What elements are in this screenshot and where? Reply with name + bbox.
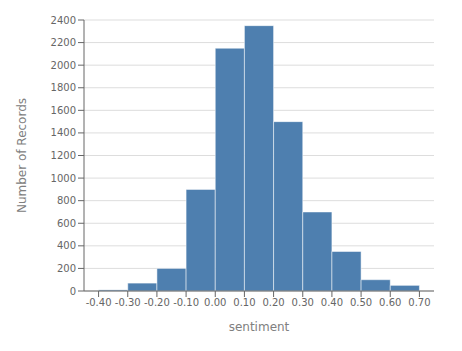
- svg-text:200: 200: [57, 263, 76, 274]
- svg-text:Number of Records: Number of Records: [15, 98, 29, 213]
- svg-text:400: 400: [57, 240, 76, 251]
- svg-text:1200: 1200: [51, 150, 76, 161]
- svg-text:0.70: 0.70: [408, 297, 430, 308]
- svg-text:2000: 2000: [51, 60, 76, 71]
- svg-text:2400: 2400: [51, 15, 76, 26]
- svg-text:sentiment: sentiment: [229, 320, 290, 334]
- svg-text:800: 800: [57, 195, 76, 206]
- svg-text:1000: 1000: [51, 173, 76, 184]
- svg-text:0.20: 0.20: [262, 297, 284, 308]
- svg-text:2200: 2200: [51, 37, 76, 48]
- svg-text:0: 0: [70, 286, 76, 297]
- svg-text:0.60: 0.60: [379, 297, 401, 308]
- svg-text:-0.10: -0.10: [173, 297, 199, 308]
- svg-text:1400: 1400: [51, 127, 76, 138]
- svg-text:0.30: 0.30: [292, 297, 314, 308]
- svg-text:1600: 1600: [51, 105, 76, 116]
- svg-text:0.00: 0.00: [204, 297, 226, 308]
- svg-text:600: 600: [57, 218, 76, 229]
- svg-text:-0.20: -0.20: [144, 297, 170, 308]
- svg-text:-0.30: -0.30: [115, 297, 141, 308]
- svg-text:-0.40: -0.40: [86, 297, 112, 308]
- svg-text:0.40: 0.40: [321, 297, 343, 308]
- svg-text:0.50: 0.50: [350, 297, 372, 308]
- svg-text:1800: 1800: [51, 82, 76, 93]
- svg-text:0.10: 0.10: [233, 297, 255, 308]
